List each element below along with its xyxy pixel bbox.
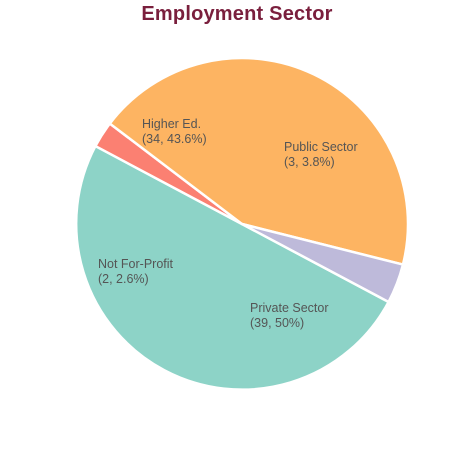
slice-label-name: Public Sector <box>284 140 358 154</box>
pie-slice-public-sector <box>240 222 405 304</box>
slice-label-not-for-profit: Not For-Profit (2, 2.6%) <box>98 257 174 286</box>
slice-label-value: (3, 3.8%) <box>284 155 335 169</box>
chart-title: Employment Sector <box>141 3 333 25</box>
slice-label-private-sector: Private Sector (39, 50%) <box>250 301 329 330</box>
pie-slice-higher-ed <box>108 56 410 266</box>
slice-label-public-sector: Public Sector (3, 3.8%) <box>284 140 358 169</box>
slice-label-value: (2, 2.6%) <box>98 272 149 286</box>
slice-label-name: Higher Ed. <box>142 117 201 131</box>
slice-label-name: Not For-Profit <box>98 257 174 271</box>
slice-label-value: (39, 50%) <box>250 316 304 330</box>
slice-label-higher-ed: Higher Ed. (34, 43.6%) <box>142 117 207 146</box>
pie-slice-private-sector <box>74 144 390 391</box>
slice-label-value: (34, 43.6%) <box>142 132 207 146</box>
slice-label-name: Private Sector <box>250 301 329 315</box>
